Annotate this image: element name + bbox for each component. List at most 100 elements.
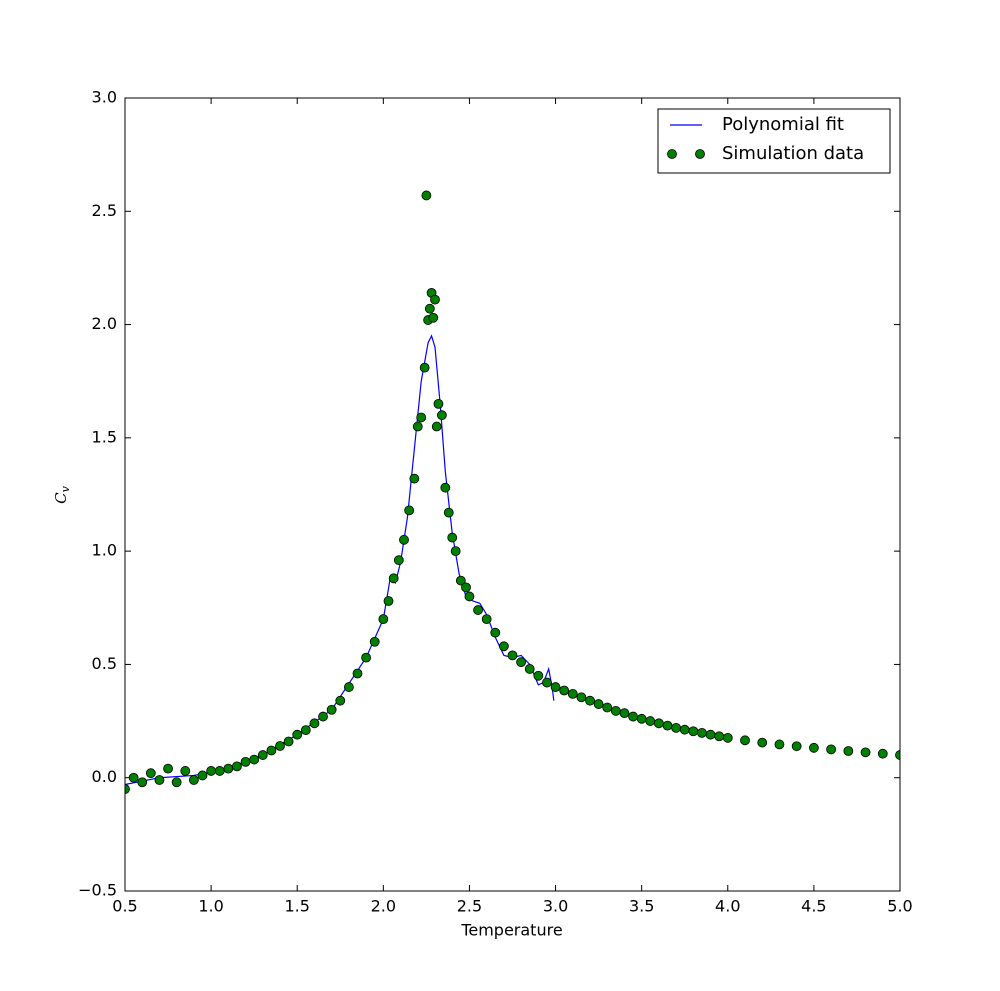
data-point	[757, 737, 768, 748]
plot-frame	[124, 97, 901, 892]
x-tick-label: 2.0	[371, 897, 396, 916]
data-point	[309, 718, 320, 729]
y-axis-label-sub: v	[59, 485, 72, 492]
data-point	[653, 718, 664, 729]
x-tick-label: 2.5	[457, 897, 482, 916]
data-point	[369, 636, 380, 647]
data-point	[774, 739, 785, 750]
data-point	[257, 750, 268, 760]
x-tick-label: 3.5	[629, 897, 654, 916]
y-tick-label: 3.0	[92, 88, 117, 107]
data-point	[188, 775, 199, 785]
data-point	[516, 657, 527, 668]
data-point	[636, 713, 647, 724]
data-point	[419, 362, 430, 373]
x-tick-label: 1.0	[198, 897, 223, 916]
x-tick-label: 0.5	[112, 897, 137, 916]
data-point	[826, 744, 837, 755]
data-point	[137, 777, 148, 788]
data-point	[393, 555, 404, 566]
data-point	[428, 312, 439, 323]
legend-label: Polynomial fit	[722, 114, 844, 135]
data-point	[791, 741, 802, 752]
data-point	[154, 775, 165, 785]
y-axis-label: Cv	[52, 485, 72, 503]
x-tick-label: 5.0	[887, 897, 912, 916]
data-point	[490, 627, 501, 638]
data-point	[576, 692, 587, 703]
data-point	[550, 682, 561, 692]
y-tick-label: 0.5	[92, 654, 117, 673]
data-point	[679, 724, 690, 735]
data-point	[507, 650, 518, 661]
data-point	[430, 294, 440, 305]
data-point	[352, 668, 363, 679]
data-point	[877, 748, 888, 759]
data-point	[740, 735, 750, 746]
data-point	[240, 756, 251, 767]
x-axis-label: Temperature	[460, 921, 562, 940]
data-point	[343, 682, 354, 692]
data-point	[433, 398, 444, 409]
data-point	[593, 699, 604, 709]
data-point	[145, 768, 156, 779]
data-point	[424, 303, 435, 314]
data-point	[843, 746, 854, 756]
data-point	[481, 614, 492, 625]
data-point	[275, 741, 285, 751]
data-point	[559, 685, 570, 696]
data-point	[662, 720, 673, 731]
data-point	[171, 777, 182, 788]
plot-area	[125, 190, 900, 794]
data-point	[206, 766, 217, 776]
legend-marker	[667, 149, 677, 159]
data-point	[602, 702, 613, 713]
legend: Polynomial fit Simulation data	[657, 108, 891, 174]
data-point	[404, 505, 415, 516]
data-point	[464, 591, 475, 602]
data-point	[461, 582, 471, 593]
data-point	[318, 711, 328, 722]
data-point	[645, 716, 656, 726]
data-point	[450, 546, 461, 557]
data-point	[705, 729, 716, 740]
data-point	[197, 770, 208, 781]
x-tick-label: 4.0	[715, 897, 740, 916]
legend-box	[657, 108, 891, 174]
data-point	[585, 695, 595, 706]
data-point	[567, 688, 578, 699]
data-point	[378, 614, 389, 625]
y-tick-label: 2.0	[92, 314, 117, 333]
data-point	[542, 677, 552, 688]
y-tick-label: 1.0	[92, 541, 117, 560]
data-point	[431, 421, 442, 432]
data-point	[443, 507, 454, 518]
y-tick-label: 0.0	[92, 767, 117, 786]
data-point	[125, 784, 130, 794]
data-point	[283, 736, 294, 747]
data-point	[412, 421, 423, 432]
x-tick-label: 1.5	[284, 897, 309, 916]
data-point	[416, 412, 427, 423]
data-point	[292, 729, 303, 740]
data-point	[628, 711, 638, 722]
data-point	[388, 573, 399, 584]
x-tick-label: 4.5	[801, 897, 826, 916]
data-point	[214, 766, 225, 776]
legend-marker	[695, 149, 705, 159]
data-point	[688, 726, 699, 737]
data-point	[714, 731, 725, 742]
data-point	[473, 605, 483, 615]
data-point	[895, 750, 900, 760]
data-point	[383, 596, 394, 606]
data-point	[409, 473, 420, 484]
data-point	[533, 670, 544, 681]
y-axis-label-base: C	[52, 492, 70, 504]
data-point	[808, 742, 819, 753]
data-point	[300, 725, 311, 736]
data-point	[619, 708, 630, 719]
y-tick-label: 2.5	[92, 201, 117, 220]
data-point	[697, 727, 707, 738]
data-point	[399, 534, 409, 545]
